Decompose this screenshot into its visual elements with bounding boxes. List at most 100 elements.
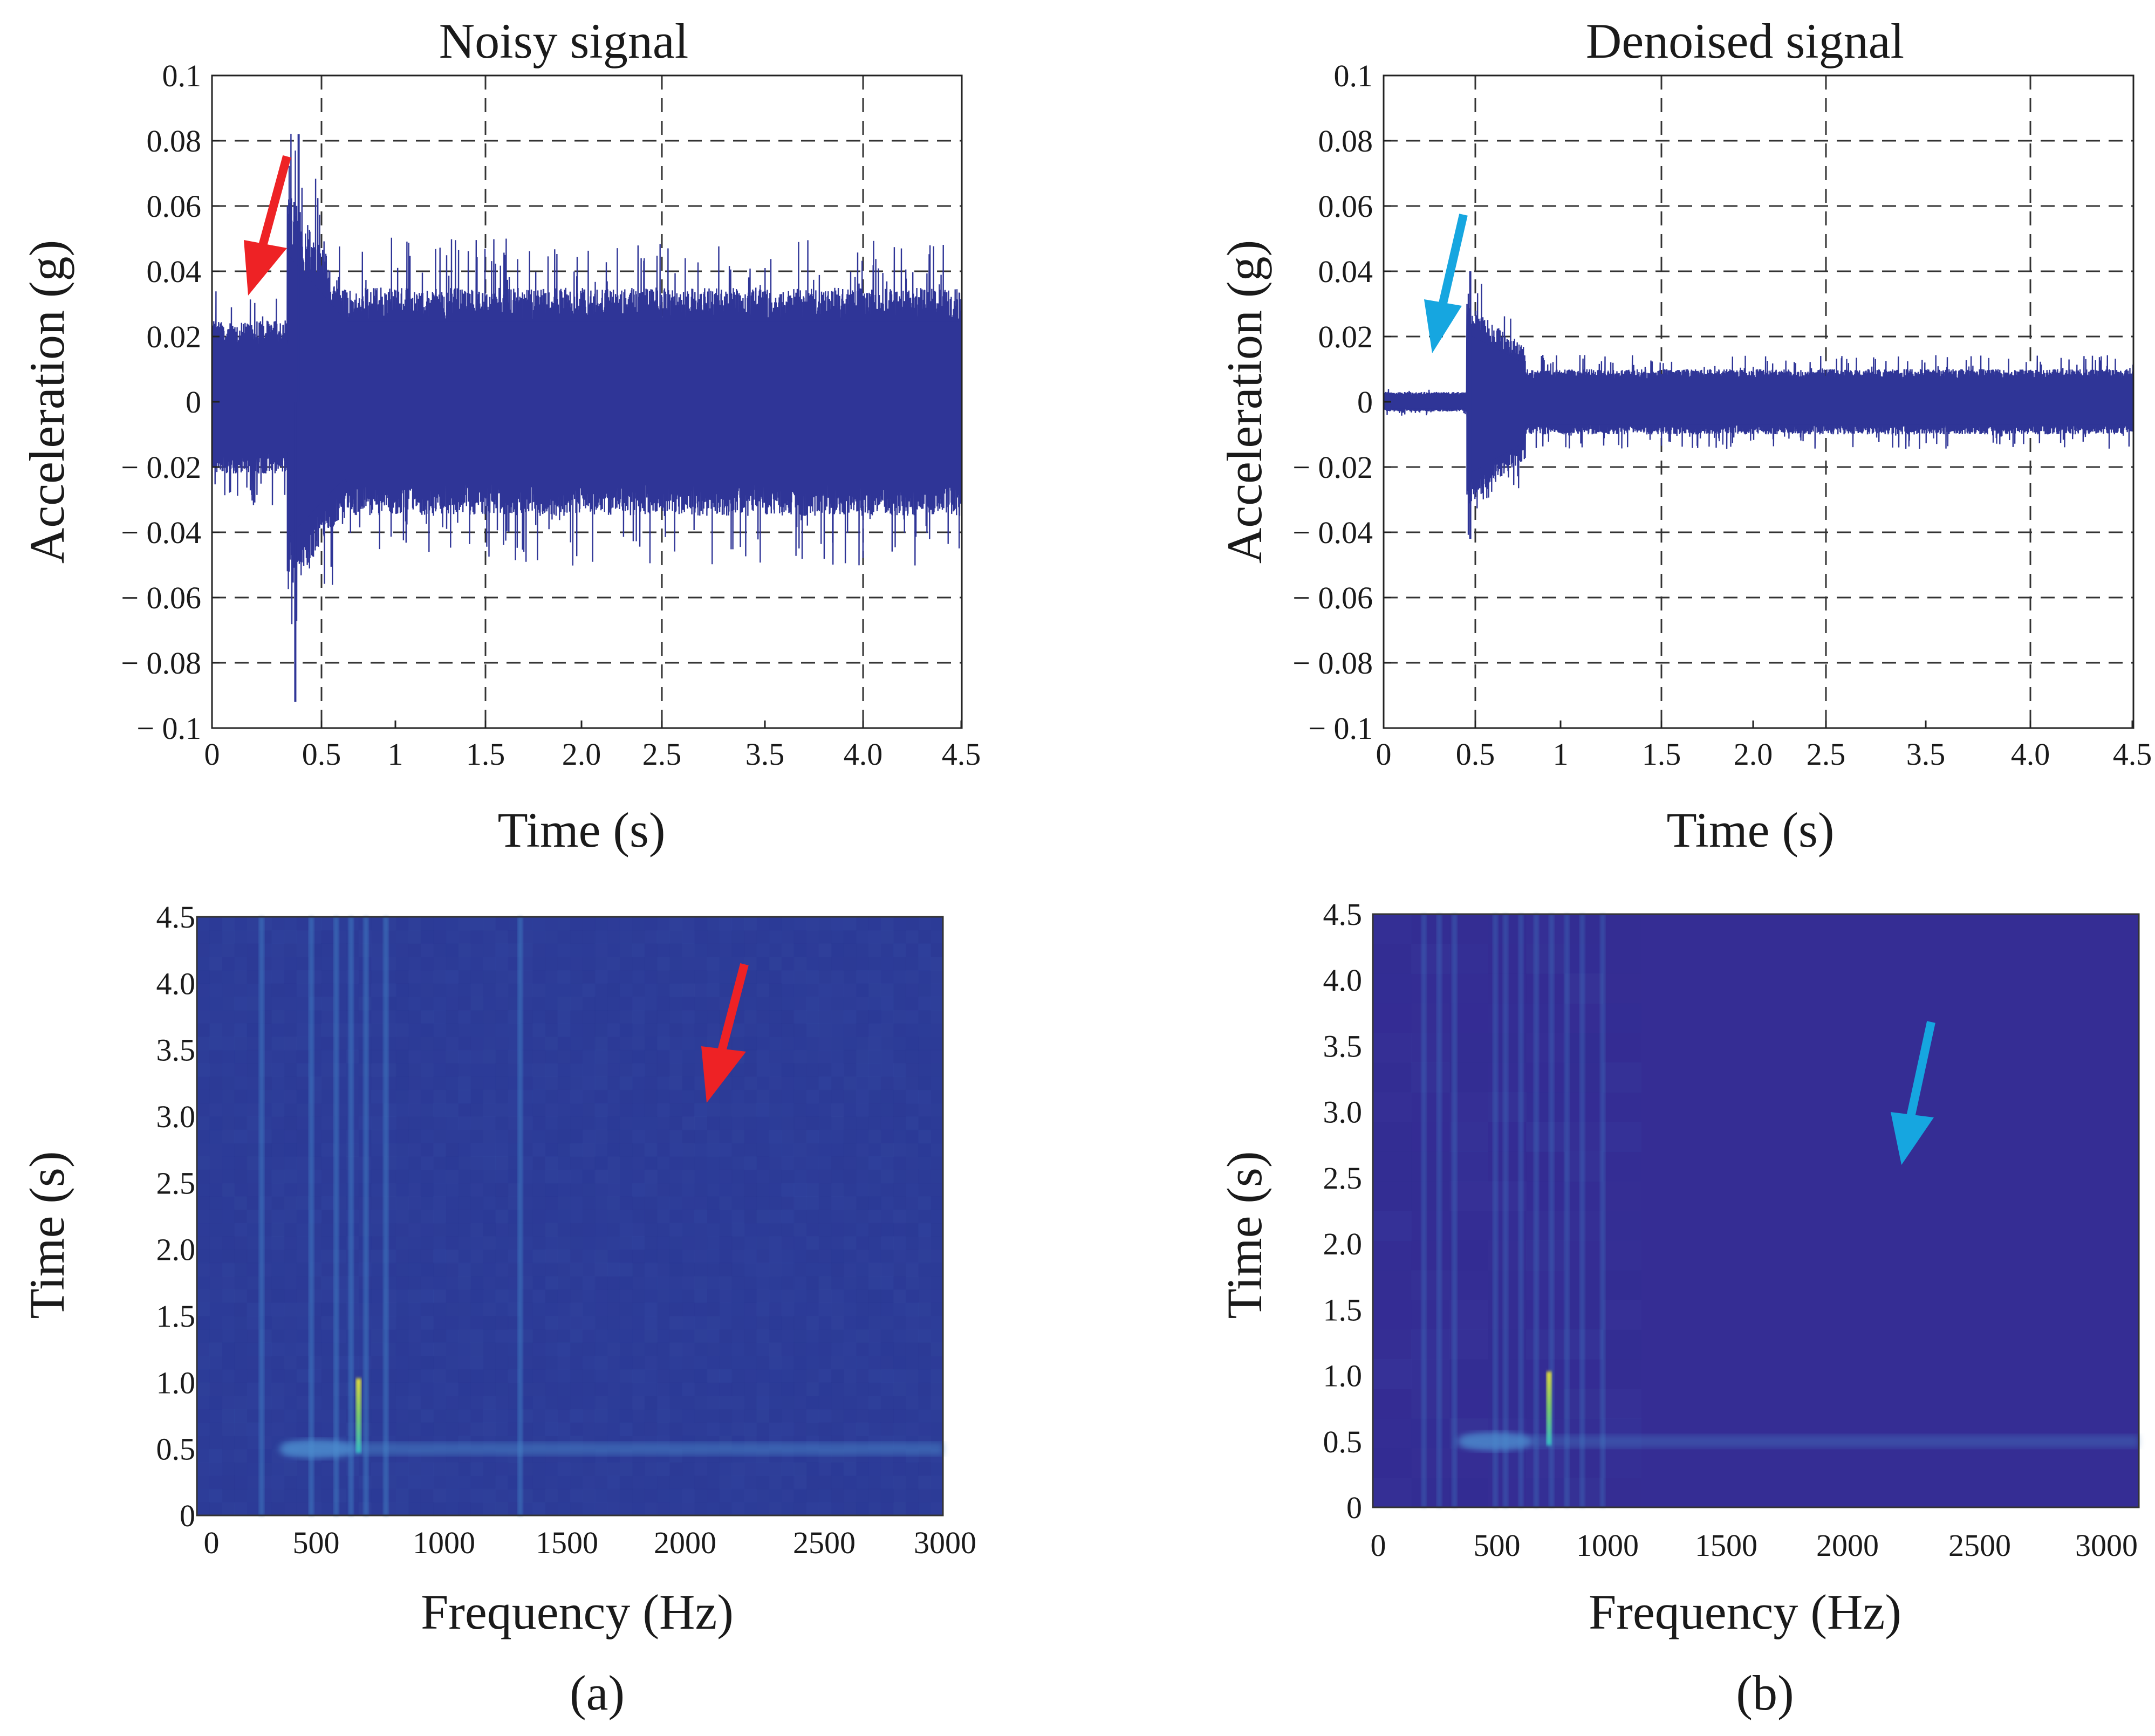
- spectrogram-cell: [583, 1356, 596, 1370]
- spectrogram-cell: [880, 1169, 894, 1184]
- spectrogram-cell: [222, 943, 235, 957]
- spectrogram-cell: [781, 1169, 795, 1184]
- spectrogram-cell: [446, 1302, 459, 1316]
- spectrogram-cell: [197, 943, 210, 957]
- spectrogram-cell: [645, 1276, 658, 1290]
- y-tick-label: − 0.04: [1292, 515, 1373, 550]
- spectrogram-cell: [669, 983, 682, 997]
- spectrogram-cell: [582, 1209, 596, 1224]
- spectrogram-cell: [570, 970, 583, 984]
- y-tick-label: − 0.1: [1308, 711, 1373, 746]
- spectrogram-cell: [1603, 1181, 1641, 1211]
- spectrogram-cell: [793, 1289, 806, 1303]
- y-tick-label: 0.1: [1334, 58, 1373, 93]
- spectrogram-cell: [495, 1236, 508, 1250]
- spectrogram-cell: [931, 1210, 943, 1224]
- spectrogram-cell: [744, 1183, 757, 1197]
- spectrogram-cell: [893, 1409, 906, 1423]
- spectrogram-cell: [931, 1103, 943, 1117]
- spectrogram-cell: [607, 1209, 620, 1224]
- spectrogram-cell: [222, 1076, 235, 1090]
- spectrogram-cell: [906, 1196, 919, 1210]
- spectrogram-cell: [583, 1103, 596, 1117]
- spectrogram-cell: [420, 1329, 434, 1343]
- spectrogram-cell: [446, 1209, 459, 1224]
- spectrogram-cell: [806, 1103, 819, 1117]
- spectrogram-cell: [296, 1076, 310, 1090]
- spectrogram-cell: [1411, 1240, 1450, 1271]
- spectrogram-cell: [856, 1302, 869, 1316]
- spectrogram-cell: [371, 1396, 384, 1410]
- spectrogram-cell: [756, 1023, 769, 1037]
- spectrogram-cell: [321, 1130, 334, 1144]
- spectrogram-cell: [458, 1396, 471, 1410]
- spectrogram-cell: [619, 1129, 633, 1144]
- spectrogram-cell: [420, 1023, 434, 1037]
- spectrogram-cell: [396, 1409, 409, 1423]
- spectrogram-cell: [321, 1396, 334, 1410]
- spectrogram-cell: [893, 1342, 906, 1356]
- spectrogram-cell: [806, 1223, 819, 1237]
- spectrogram-cell: [570, 1409, 583, 1423]
- spectrogram-cell: [694, 1023, 708, 1037]
- spectrogram-cell: [644, 1209, 658, 1224]
- spectrogram-cell: [296, 1089, 310, 1104]
- spectrogram-cell: [756, 1382, 770, 1396]
- spectrogram-cell: [594, 943, 608, 957]
- spectrogram-cell: [856, 1129, 869, 1144]
- spectrogram-cell: [545, 1169, 558, 1184]
- spectrogram-cell: [694, 917, 708, 931]
- spectrogram-cell: [470, 1063, 483, 1077]
- spectrogram-cell: [843, 1396, 857, 1410]
- spectrogram-cell: [719, 943, 732, 957]
- spectrogram-cell: [557, 1023, 571, 1037]
- spectrogram-cell: [371, 1476, 384, 1490]
- spectrogram-cell: [656, 1462, 670, 1476]
- spectrogram-cell: [694, 1356, 708, 1370]
- spectrogram-cell: [893, 1037, 906, 1051]
- spectrogram-cell: [545, 1262, 558, 1277]
- spectrogram-cell: [619, 1488, 633, 1503]
- spectrogram-cell: [694, 1369, 708, 1383]
- spectrogram-cell: [247, 1262, 260, 1277]
- spectrogram-cell: [856, 1223, 869, 1237]
- spectrogram-cell: [433, 930, 447, 944]
- spectrogram-cell: [856, 1156, 869, 1170]
- spectrogram-cell: [719, 1476, 733, 1490]
- spectrogram-cell: [271, 1302, 285, 1316]
- spectrogram-cell: [247, 1316, 260, 1330]
- spectrogram-cell: [271, 970, 285, 984]
- spectrogram-cell: [371, 1249, 384, 1264]
- spectrogram-cell: [694, 1476, 708, 1490]
- spectrogram-cell: [371, 1156, 384, 1170]
- spectrogram-cell: [744, 1023, 757, 1037]
- spectrogram-cell: [209, 1196, 222, 1210]
- spectrogram-cell: [396, 1329, 409, 1343]
- spectrogram-cell: [905, 1462, 919, 1476]
- onset-blob: [278, 1439, 354, 1459]
- spectrogram-cell: [831, 1037, 844, 1051]
- spectrogram-cell: [893, 1010, 906, 1024]
- spectrogram-cell: [433, 1249, 447, 1264]
- spectrogram-cell: [458, 1116, 471, 1130]
- x-tick-label: 1000: [1576, 1528, 1639, 1563]
- spectrogram-cell: [483, 1236, 496, 1250]
- spectrogram-cell: [669, 1356, 682, 1370]
- spectrogram-cell: [532, 1170, 545, 1184]
- spectrogram-cell: [247, 1276, 260, 1290]
- spectrogram-cell: [607, 1329, 620, 1343]
- spectrogram-cell: [707, 1396, 720, 1410]
- spectrogram-cell: [918, 1183, 931, 1197]
- spectrogram-cell: [271, 1050, 284, 1064]
- spectrogram-cell: [234, 1063, 247, 1077]
- spectrogram-cell: [769, 1462, 782, 1476]
- spectrogram-cell: [483, 1289, 496, 1303]
- spectrogram-cell: [819, 1210, 832, 1224]
- spectrogram-cell: [806, 1502, 819, 1516]
- spectrogram-cell: [607, 1369, 620, 1383]
- spectrogram-cell: [656, 1302, 670, 1316]
- spectrogram-cell: [284, 1262, 297, 1277]
- spectrogram-cell: [197, 970, 210, 984]
- spectrogram-cell: [446, 1089, 459, 1104]
- spectrogram-cell: [296, 957, 309, 971]
